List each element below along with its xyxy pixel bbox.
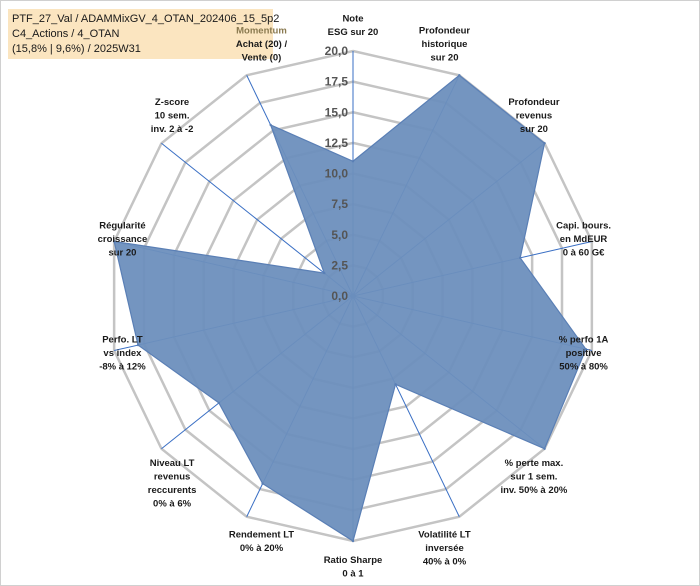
data-point-8 bbox=[261, 482, 264, 485]
data-point-11 bbox=[112, 240, 116, 243]
tick-label-6: 15,0 bbox=[325, 105, 349, 119]
axis-label-8-line-1: 0% à 20% bbox=[240, 543, 284, 554]
axis-label-3-line-1: en MdEUR bbox=[560, 234, 608, 245]
axis-label-1: Profondeur historique sur 20 bbox=[419, 25, 470, 63]
axis-label-12-line-0: Z-score bbox=[155, 97, 189, 108]
axis-label-0: Note ESG sur 20 bbox=[328, 14, 379, 39]
data-point-0 bbox=[351, 160, 355, 163]
axis-label-3: Capi. bours. en MdEUR 0 à 60 G€ bbox=[556, 220, 611, 258]
axis-label-9-line-2: reccurents bbox=[148, 485, 197, 496]
data-point-2 bbox=[543, 142, 546, 145]
axis-label-10-line-1: vs index bbox=[103, 348, 142, 359]
axis-label-12: Z-score 10 sem. inv. 2 à -2 bbox=[151, 97, 194, 135]
axis-label-9-line-1: revenus bbox=[154, 472, 190, 483]
axis-label-1-line-1: historique bbox=[422, 39, 468, 50]
axis-label-7-line-1: 0 à 1 bbox=[342, 569, 364, 580]
tick-label-8: 20,0 bbox=[325, 44, 349, 58]
data-point-6 bbox=[394, 383, 397, 386]
data-point-1 bbox=[458, 74, 461, 77]
data-point-4 bbox=[584, 347, 588, 351]
axis-label-8-line-0: Rendement LT bbox=[229, 530, 294, 541]
axis-label-3-line-2: 0 à 60 G€ bbox=[563, 247, 605, 258]
axis-label-6-line-1: inversée bbox=[425, 543, 464, 554]
data-point-5 bbox=[543, 447, 546, 450]
axis-label-10-line-0: Perfo. LT bbox=[102, 335, 143, 346]
tick-label-4: 10,0 bbox=[325, 167, 349, 181]
data-point-3 bbox=[519, 256, 522, 260]
axis-label-13: Momentum Achat (20) / Vente (0) bbox=[236, 25, 288, 63]
tick-label-1: 2,5 bbox=[331, 258, 348, 272]
axis-label-6-line-0: Volatilité LT bbox=[418, 530, 471, 541]
axis-label-5-line-0: % perte max. bbox=[505, 458, 564, 469]
axis-label-5: % perte max. sur 1 sem. inv. 50% à 20% bbox=[500, 458, 567, 496]
tick-label-5: 12,5 bbox=[325, 136, 349, 150]
data-point-7 bbox=[351, 539, 355, 543]
axis-label-4-line-2: 50% à 80% bbox=[559, 362, 608, 373]
axis-label-6: Volatilité LT inversée 40% à 0% bbox=[418, 530, 471, 568]
axis-label-7: Ratio Sharpe 0 à 1 bbox=[324, 555, 383, 580]
axis-label-2-line-0: Profondeur bbox=[508, 97, 559, 108]
axis-label-11-line-1: croissance bbox=[98, 234, 148, 245]
axis-label-9-line-0: Niveau LT bbox=[150, 458, 195, 469]
axis-label-2-line-1: revenus bbox=[516, 110, 552, 121]
axis-label-1-line-0: Profondeur bbox=[419, 25, 470, 36]
axis-label-10-line-2: -8% à 12% bbox=[99, 362, 146, 373]
axis-label-7-line-0: Ratio Sharpe bbox=[324, 555, 383, 566]
axis-label-11: Régularité croissance sur 20 bbox=[98, 220, 148, 258]
axis-label-12-line-1: 10 sem. bbox=[155, 110, 190, 121]
axis-label-11-line-2: sur 20 bbox=[108, 247, 136, 258]
axis-label-4-line-0: % perfo 1A bbox=[559, 335, 609, 346]
axis-label-1-line-2: sur 20 bbox=[431, 52, 459, 63]
axis-label-13-line-0: Momentum bbox=[236, 25, 287, 36]
tick-label-0: 0,0 bbox=[331, 289, 348, 303]
axis-label-10: Perfo. LT vs index -8% à 12% bbox=[99, 335, 146, 373]
axis-label-0-line-1: ESG sur 20 bbox=[328, 27, 379, 38]
axis-label-5-line-1: sur 1 sem. bbox=[510, 472, 557, 483]
chart-title-box: PTF_27_Val / ADAMMixGV_4_OTAN_202406_15_… bbox=[8, 9, 280, 59]
axis-spoke-12 bbox=[161, 142, 354, 297]
axis-label-0-line-0: Note bbox=[342, 14, 363, 25]
axis-label-5-line-2: inv. 50% à 20% bbox=[500, 485, 567, 496]
axis-label-12-line-2: inv. 2 à -2 bbox=[151, 124, 194, 135]
axis-label-2: Profondeur revenus sur 20 bbox=[508, 97, 559, 135]
chart-title-line-2: C4_Actions / 4_OTAN bbox=[12, 28, 120, 40]
chart-title-line-3: (15,8% | 9,6%) / 2025W31 bbox=[12, 43, 141, 55]
axis-label-13-line-2: Vente (0) bbox=[242, 52, 282, 63]
chart-title-line-1: PTF_27_Val / ADAMMixGV_4_OTAN_202406_15_… bbox=[12, 13, 280, 25]
axis-label-3-line-0: Capi. bours. bbox=[556, 220, 611, 231]
axis-label-9: Niveau LT revenus reccurents 0% à 6% bbox=[148, 458, 197, 510]
data-point-10 bbox=[136, 343, 140, 347]
axis-label-9-line-3: 0% à 6% bbox=[153, 499, 192, 510]
tick-label-3: 7,5 bbox=[331, 197, 348, 211]
data-point-13 bbox=[269, 123, 272, 127]
tick-label-2: 5,0 bbox=[331, 228, 348, 242]
data-point-12 bbox=[323, 271, 326, 275]
axis-label-4: % perfo 1A positive 50% à 80% bbox=[559, 335, 609, 373]
axis-label-13-line-1: Achat (20) / bbox=[236, 39, 288, 50]
data-point-9 bbox=[217, 401, 221, 405]
axis-label-6-line-2: 40% à 0% bbox=[423, 557, 467, 568]
axis-label-4-line-1: positive bbox=[566, 348, 602, 359]
axis-label-2-line-2: sur 20 bbox=[520, 124, 548, 135]
axis-label-8: Rendement LT 0% à 20% bbox=[229, 530, 294, 555]
axis-label-11-line-0: Régularité bbox=[99, 220, 145, 231]
tick-label-7: 17,5 bbox=[325, 75, 349, 89]
